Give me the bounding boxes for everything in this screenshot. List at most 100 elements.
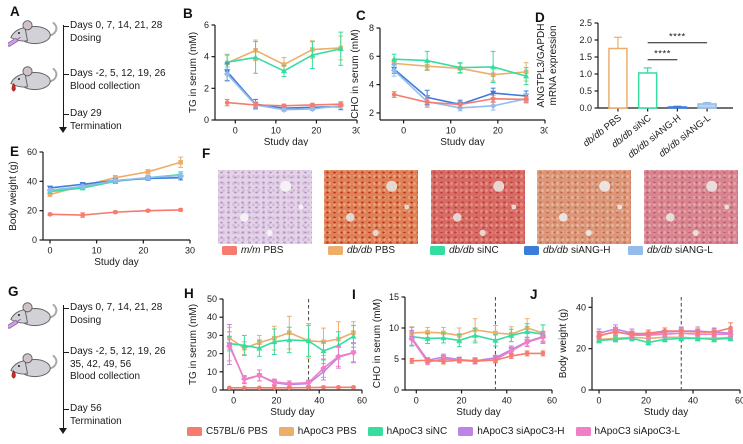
- series-hapoc3-pbs: [227, 315, 356, 359]
- series-c57bl-6-pbs: [596, 322, 734, 339]
- svg-text:db/db siANG-L: db/db siANG-L: [657, 113, 713, 160]
- svg-text:20: 20: [457, 396, 467, 406]
- bar-db-db-sinc: [637, 67, 658, 109]
- timeline-tick: [63, 114, 69, 115]
- panel-label-i: I: [352, 287, 356, 302]
- histology-image-mm-pbs: [218, 170, 312, 244]
- legend-swatch: [628, 246, 643, 255]
- legend-swatch: [187, 427, 202, 436]
- chart-svg-J: 0 20 40 Body weight (g) 0 20 40 60 Study day: [558, 297, 743, 418]
- chart-body-weight-first-study: 0 20 40 60 Body weight (g) 0 10 20 30 Study day: [6, 144, 196, 280]
- svg-text:0: 0: [204, 115, 209, 125]
- legend-item-hapoc3-siapoc3-l: hApoC3 siApoC3-L: [575, 426, 681, 437]
- timeline-tick: [63, 409, 69, 410]
- significance-stars: ****: [669, 32, 686, 43]
- timeline-event-blood: Days -2, 5, 12, 19, 26 35, 42, 49, 56 Bl…: [70, 346, 166, 384]
- bar-db-db-pbs: [608, 36, 628, 109]
- svg-text:10: 10: [271, 126, 281, 136]
- chart-body-weight-second-study: 0 20 40 Body weight (g) 0 20 40 60 Study day: [556, 284, 743, 422]
- svg-text:30: 30: [352, 126, 360, 136]
- chart-tg-serum-second-study: 0 10 20 30 40 50 TG in serum (mM) 0 20 40 60 Study …: [186, 284, 380, 422]
- legend-label: m/m: [241, 245, 261, 256]
- svg-text:10: 10: [207, 367, 217, 377]
- svg-text:CHO in serum (mM): CHO in serum (mM): [350, 29, 361, 118]
- legend-item-dbdb-siang-h: db/db siANG-H: [524, 245, 610, 256]
- svg-text:20: 20: [27, 206, 37, 216]
- svg-text:20: 20: [311, 126, 321, 136]
- svg-text:20: 20: [207, 349, 217, 359]
- svg-text:10: 10: [446, 126, 456, 136]
- legend-label: hApoC3 siApoC3-L: [594, 426, 681, 437]
- event-days: Day 56: [70, 403, 102, 414]
- svg-text:10: 10: [92, 246, 102, 256]
- svg-text:40: 40: [207, 312, 217, 322]
- svg-text:20: 20: [493, 126, 503, 136]
- series-m-m-pbs: [224, 98, 344, 109]
- legend-second-study: C57BL/6 PBS hApoC3 PBS hApoC3 siNC hApoC…: [187, 426, 680, 437]
- svg-text:Study day: Study day: [440, 137, 484, 146]
- legend-item-dbdb-siang-l: db/db siANG-L: [628, 245, 713, 256]
- timeline-tick: [63, 26, 69, 27]
- chart-svg-I: 0 5 10 15 CHO in serum (mM) 0 20 40 60 Study day: [372, 292, 557, 418]
- svg-text:0: 0: [414, 396, 419, 406]
- svg-text:15: 15: [389, 292, 399, 302]
- svg-text:Study day: Study day: [94, 257, 138, 268]
- timeline-event-termination: Day 29 Termination: [70, 108, 122, 133]
- legend-item-dbdb-sinc: db/db siNC: [430, 245, 499, 256]
- chart-svg-E: 0 20 40 60 Body weight (g) 0 10 20 30 Study day: [8, 147, 195, 268]
- svg-text:mRNA expression: mRNA expression: [548, 25, 559, 105]
- event-days: Days -2, 5, 12, 19, 26: [70, 68, 166, 79]
- svg-text:20: 20: [576, 344, 586, 354]
- svg-text:5: 5: [394, 354, 399, 364]
- svg-text:40: 40: [576, 302, 586, 312]
- chart-svg-B: 0 2 4 6 TG in serum (mM) 0 10 20 30 Study day: [188, 20, 362, 148]
- event-action: Termination: [70, 120, 122, 132]
- svg-text:4: 4: [204, 52, 209, 62]
- significance-stars: ****: [654, 49, 671, 60]
- timeline-tick: [63, 352, 69, 353]
- timeline-event-dosing: Days 0, 7, 14, 21, 28 Dosing: [70, 20, 162, 45]
- legend-swatch: [328, 246, 343, 255]
- axes: [588, 297, 741, 394]
- svg-text:ANGTPL3/GAPDH: ANGTPL3/GAPDH: [536, 24, 547, 108]
- chart-cho-serum-first-study: 2 4 6 8 CHO in serum (mM) 0 10 20 30 Study day: [348, 4, 550, 148]
- timeline-tick: [63, 74, 69, 75]
- series-db-db-sinc: [224, 31, 344, 77]
- axes: [211, 24, 358, 124]
- panel-label-h: H: [184, 286, 194, 301]
- legend-swatch: [458, 427, 474, 436]
- svg-text:0: 0: [597, 396, 602, 406]
- event-days: 35, 42, 49, 56: [70, 358, 132, 370]
- series-m-m-pbs: [47, 207, 184, 218]
- event-days: Days 0, 7, 14, 21, 28: [70, 302, 163, 313]
- svg-text:CHO in serum (mM): CHO in serum (mM): [372, 299, 383, 388]
- legend-item-mm-pbs: m/m PBS: [222, 245, 283, 256]
- legend-label: hApoC3 PBS: [297, 426, 357, 437]
- panel-label-j: J: [530, 287, 538, 302]
- blood-drop-icon: [11, 82, 16, 92]
- svg-text:0: 0: [231, 396, 236, 406]
- legend-swatch: [575, 427, 591, 436]
- panel-label-a: A: [10, 4, 20, 19]
- svg-text:4: 4: [369, 80, 374, 90]
- legend-swatch: [278, 427, 294, 436]
- panel-label-e: E: [10, 144, 20, 159]
- syringe-icon: [8, 36, 21, 47]
- timeline-tick: [63, 308, 69, 309]
- series-db-db-siang-l: [46, 172, 184, 194]
- series-c57bl-6-pbs: [409, 350, 546, 365]
- legend-item-hapoc3-siapoc3-h: hApoC3 siApoC3-H: [458, 426, 565, 437]
- timeline-event-dosing: Days 0, 7, 14, 21, 28 Dosing: [70, 302, 162, 327]
- svg-text:1.0: 1.0: [579, 69, 592, 79]
- event-action: Termination: [70, 415, 122, 427]
- svg-text:TG in serum (mM): TG in serum (mM): [188, 304, 199, 385]
- svg-text:60: 60: [27, 147, 37, 157]
- svg-text:30: 30: [185, 246, 195, 256]
- histology-image-dbdb-sinc: [431, 170, 525, 244]
- legend-label: hApoC3 siApoC3-H: [477, 426, 565, 437]
- bar-db-db-siang-l: [697, 101, 717, 109]
- axes: [219, 298, 363, 394]
- series-hapoc3-sinc: [596, 335, 734, 346]
- svg-text:0: 0: [581, 385, 586, 395]
